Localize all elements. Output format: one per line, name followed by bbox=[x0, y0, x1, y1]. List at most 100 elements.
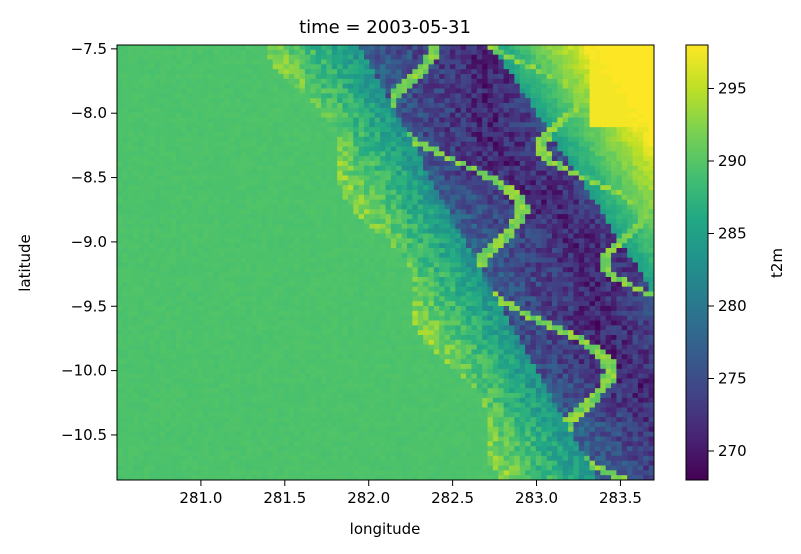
heatmap-cell bbox=[133, 54, 140, 61]
heatmap-cell bbox=[208, 103, 215, 109]
heatmap-cell bbox=[127, 277, 134, 283]
heatmap-cell bbox=[197, 112, 204, 119]
heatmap-cell bbox=[364, 228, 370, 235]
heatmap-cell bbox=[605, 112, 612, 119]
heatmap-cell bbox=[525, 156, 532, 162]
heatmap-cell bbox=[278, 180, 285, 186]
heatmap-cell bbox=[385, 165, 392, 172]
heatmap-cell bbox=[202, 136, 209, 143]
heatmap-cell bbox=[138, 141, 145, 148]
heatmap-cell bbox=[589, 209, 596, 215]
heatmap-cell bbox=[117, 194, 123, 201]
heatmap-cell bbox=[449, 117, 456, 123]
heatmap-cell bbox=[122, 93, 129, 99]
heatmap-cell bbox=[551, 272, 558, 278]
heatmap-cell bbox=[310, 175, 317, 181]
heatmap-cell bbox=[251, 59, 258, 65]
heatmap-cell bbox=[283, 219, 290, 225]
heatmap-cell bbox=[525, 257, 532, 264]
heatmap-cell bbox=[261, 112, 268, 119]
heatmap-cell bbox=[347, 165, 354, 172]
heatmap-cell bbox=[251, 78, 258, 85]
heatmap-cell bbox=[374, 257, 381, 264]
heatmap-cell bbox=[331, 69, 338, 75]
heatmap-cell bbox=[535, 156, 542, 162]
heatmap-cell bbox=[471, 272, 478, 278]
heatmap-cell bbox=[584, 228, 591, 235]
heatmap-cell bbox=[562, 107, 569, 114]
heatmap-cell bbox=[331, 180, 338, 186]
heatmap-cell bbox=[267, 74, 274, 80]
heatmap-cell bbox=[337, 103, 344, 109]
heatmap-cell bbox=[283, 45, 290, 51]
heatmap-cell bbox=[208, 180, 215, 186]
heatmap-cell bbox=[401, 112, 408, 119]
heatmap-cell bbox=[342, 49, 349, 56]
heatmap-cell bbox=[321, 59, 328, 65]
heatmap-cell bbox=[487, 252, 494, 259]
heatmap-cell bbox=[476, 161, 483, 167]
heatmap-cell bbox=[611, 190, 618, 196]
heatmap-cell bbox=[278, 228, 285, 235]
heatmap-cell bbox=[143, 132, 150, 138]
heatmap-cell bbox=[637, 64, 644, 70]
heatmap-cell bbox=[632, 78, 639, 85]
heatmap-cell bbox=[117, 267, 123, 273]
heatmap-cell bbox=[138, 45, 145, 51]
heatmap-cell bbox=[643, 214, 650, 220]
heatmap-cell bbox=[374, 190, 381, 196]
heatmap-cell bbox=[138, 69, 145, 75]
heatmap-cell bbox=[643, 190, 650, 196]
heatmap-cell bbox=[584, 117, 591, 123]
heatmap-cell bbox=[240, 267, 247, 273]
heatmap-cell bbox=[476, 136, 483, 143]
heatmap-cell bbox=[117, 112, 123, 119]
heatmap-cell bbox=[627, 281, 634, 288]
heatmap-cell bbox=[648, 122, 654, 128]
heatmap-cell bbox=[605, 74, 612, 80]
heatmap-cell bbox=[471, 257, 478, 264]
heatmap-cell bbox=[643, 170, 650, 177]
heatmap-cell bbox=[261, 209, 268, 215]
heatmap-cell bbox=[406, 59, 413, 65]
heatmap-cell bbox=[294, 45, 301, 51]
heatmap-cell bbox=[358, 146, 365, 152]
heatmap-cell bbox=[337, 277, 344, 283]
heatmap-cell bbox=[627, 209, 634, 215]
heatmap-cell bbox=[557, 132, 564, 138]
heatmap-cell bbox=[616, 45, 623, 51]
heatmap-cell bbox=[423, 272, 430, 278]
heatmap-cell bbox=[364, 107, 370, 114]
heatmap-cell bbox=[568, 103, 575, 109]
heatmap-cell bbox=[600, 54, 607, 61]
heatmap-cell bbox=[460, 233, 467, 239]
heatmap-cell bbox=[482, 112, 489, 119]
heatmap-cell bbox=[466, 248, 473, 254]
heatmap-cell bbox=[310, 180, 317, 186]
heatmap-cell bbox=[546, 122, 553, 128]
heatmap-cell bbox=[621, 107, 628, 114]
heatmap-cell bbox=[562, 272, 569, 278]
heatmap-cell bbox=[219, 199, 225, 206]
heatmap-cell bbox=[535, 74, 542, 80]
heatmap-cell bbox=[143, 136, 150, 143]
heatmap-cell bbox=[219, 141, 225, 148]
heatmap-cell bbox=[455, 199, 462, 206]
heatmap-cell bbox=[224, 64, 231, 70]
heatmap-cell bbox=[525, 262, 532, 268]
heatmap-cell bbox=[519, 180, 526, 186]
heatmap-cell bbox=[143, 219, 150, 225]
heatmap-cell bbox=[385, 185, 392, 191]
heatmap-cell bbox=[541, 69, 548, 75]
heatmap-cell bbox=[283, 103, 290, 109]
heatmap-cell bbox=[122, 88, 129, 94]
heatmap-cell bbox=[353, 151, 360, 157]
heatmap-cell bbox=[546, 141, 553, 148]
heatmap-cell bbox=[562, 185, 569, 191]
heatmap-cell bbox=[390, 156, 397, 162]
heatmap-cell bbox=[433, 127, 440, 133]
heatmap-cell bbox=[594, 49, 601, 56]
heatmap-cell bbox=[509, 185, 515, 191]
heatmap-cell bbox=[122, 238, 129, 244]
heatmap-cell bbox=[331, 88, 338, 94]
